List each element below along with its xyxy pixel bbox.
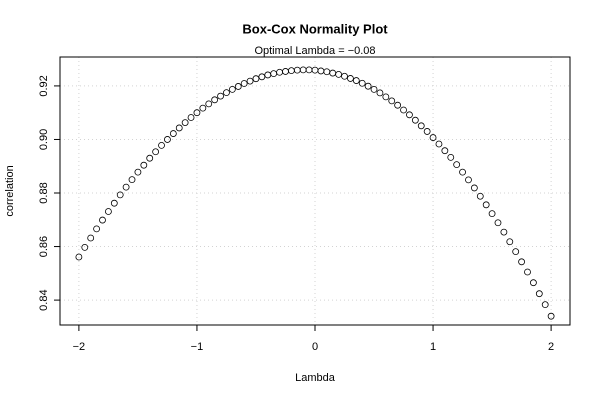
point [228, 85, 236, 93]
point [506, 238, 514, 246]
y-tick-label: 0.90 [38, 129, 50, 150]
x-tick-label: −2 [73, 341, 86, 353]
point [122, 183, 130, 191]
point [116, 191, 124, 199]
x-axis-label: Lambda [295, 372, 336, 384]
point [535, 290, 543, 298]
point [217, 92, 224, 100]
x-tick-label: 2 [548, 341, 554, 353]
y-axis-label: correlation [4, 165, 16, 216]
point [282, 68, 289, 75]
point [252, 75, 260, 83]
point [358, 79, 366, 87]
point [146, 154, 154, 162]
point [347, 75, 354, 82]
point [423, 128, 431, 135]
point [447, 153, 455, 161]
point [341, 72, 348, 80]
point [453, 161, 461, 169]
x-tick-label: −1 [191, 341, 204, 353]
point [541, 301, 549, 309]
point [388, 97, 396, 105]
point [435, 140, 443, 148]
y-tick-label: 0.84 [38, 289, 50, 310]
point [500, 228, 508, 236]
point [547, 312, 555, 320]
point [105, 208, 112, 215]
point [406, 111, 413, 119]
plot-frame [59, 56, 571, 326]
point [264, 71, 272, 79]
point [459, 168, 466, 176]
point [205, 100, 213, 108]
point [258, 73, 266, 81]
y-tick-label: 0.86 [38, 236, 50, 257]
point [311, 66, 319, 74]
point [429, 134, 437, 141]
point [234, 83, 242, 90]
point [140, 161, 148, 169]
point [417, 122, 425, 130]
point [411, 116, 419, 124]
point [465, 176, 472, 184]
point [476, 192, 484, 200]
point [305, 66, 313, 74]
point [494, 219, 502, 227]
point [158, 141, 165, 149]
point [482, 201, 490, 209]
point [293, 66, 301, 74]
point [323, 68, 331, 76]
point [270, 70, 278, 77]
point [335, 71, 343, 78]
point [400, 106, 407, 114]
point [470, 184, 478, 192]
point [518, 258, 525, 266]
point [81, 243, 89, 251]
point [394, 101, 402, 109]
point [87, 234, 95, 242]
point [512, 248, 520, 256]
point [364, 82, 372, 90]
chart-subtitle: Optimal Lambda = −0.08 [254, 45, 375, 57]
point [223, 89, 230, 97]
point [110, 199, 118, 207]
point [175, 124, 183, 132]
point [352, 77, 360, 84]
point [93, 225, 100, 233]
point [181, 119, 189, 126]
point [276, 68, 283, 76]
point [164, 136, 171, 143]
point [187, 114, 195, 121]
point [524, 268, 531, 276]
point [240, 80, 248, 87]
x-tick-label: 1 [430, 341, 436, 353]
point [299, 66, 307, 74]
point [382, 93, 390, 101]
x-tick-label: 0 [312, 341, 318, 353]
point [488, 210, 496, 218]
point [441, 147, 449, 155]
point [317, 67, 325, 75]
point [376, 89, 384, 97]
point [199, 104, 207, 112]
point [287, 67, 295, 75]
y-tick-label: 0.92 [38, 75, 50, 96]
y-tick-label: 0.88 [38, 182, 50, 203]
point [246, 77, 254, 85]
point [193, 109, 201, 117]
chart-title: Box-Cox Normality Plot [242, 21, 388, 36]
point [128, 176, 136, 184]
point [370, 85, 378, 93]
point [169, 130, 177, 137]
point [75, 253, 83, 261]
point [152, 148, 160, 156]
point [211, 96, 219, 104]
point [99, 216, 106, 224]
point [134, 168, 142, 176]
point [530, 279, 537, 287]
point [329, 69, 337, 77]
